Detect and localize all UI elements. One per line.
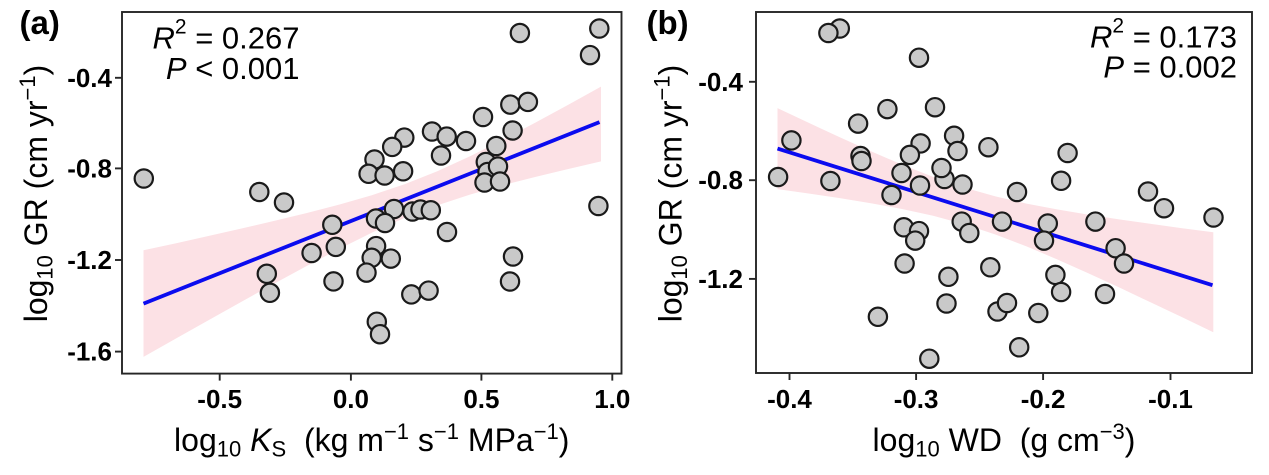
svg-text:-0.5: -0.5	[197, 384, 242, 414]
svg-text:-0.8: -0.8	[698, 165, 743, 195]
svg-text:1.0: 1.0	[594, 384, 630, 414]
svg-text:-0.1: -0.1	[1148, 384, 1193, 414]
svg-text:R2 = 0.267: R2 = 0.267	[153, 16, 300, 56]
svg-text:log10 GR (cm yr−1): log10 GR (cm yr−1)	[650, 65, 693, 323]
svg-text:(b): (b)	[647, 4, 689, 41]
svg-text:log10 KS (kg m−1 s−1 MPa−1): log10 KS (kg m−1 s−1 MPa−1)	[174, 419, 569, 462]
svg-text:log10 WD (g cm−3): log10 WD (g cm−3)	[873, 419, 1136, 462]
svg-text:P = 0.002: P = 0.002	[1103, 50, 1237, 85]
svg-text:log10 GR (cm yr−1): log10 GR (cm yr−1)	[15, 65, 58, 323]
svg-text:-0.4: -0.4	[767, 384, 812, 414]
svg-text:-0.4: -0.4	[67, 63, 112, 93]
svg-text:-0.3: -0.3	[894, 384, 939, 414]
svg-text:-0.4: -0.4	[698, 67, 743, 97]
svg-text:-1.2: -1.2	[67, 245, 112, 275]
svg-text:(a): (a)	[20, 4, 60, 41]
svg-text:-1.2: -1.2	[698, 264, 743, 294]
svg-text:-0.2: -0.2	[1021, 384, 1066, 414]
svg-text:0.5: 0.5	[463, 384, 499, 414]
svg-text:-0.8: -0.8	[67, 153, 112, 183]
svg-text:P < 0.001: P < 0.001	[166, 51, 300, 86]
svg-text:0.0: 0.0	[333, 384, 369, 414]
svg-text:-1.6: -1.6	[67, 337, 112, 367]
svg-text:R2 = 0.173: R2 = 0.173	[1090, 15, 1237, 55]
